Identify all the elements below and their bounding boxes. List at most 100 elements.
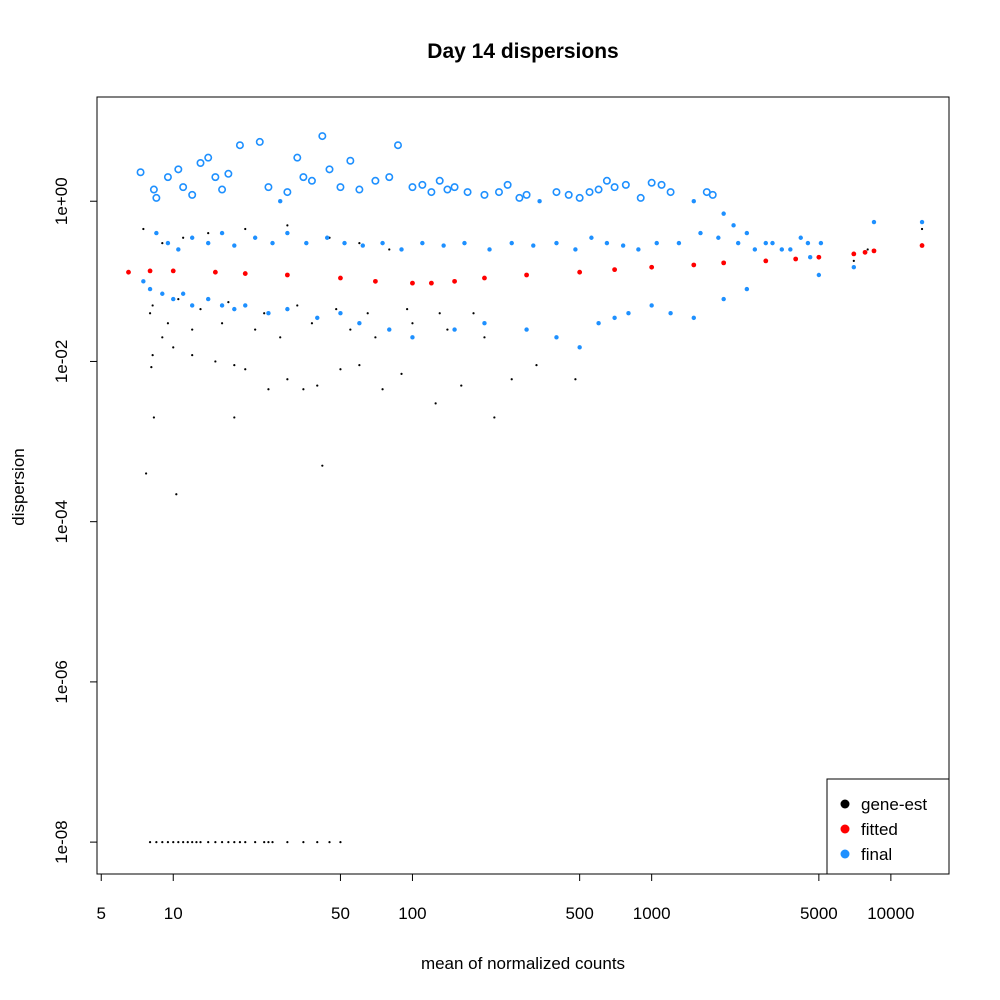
final-point bbox=[176, 247, 181, 252]
final-outlier-point bbox=[211, 173, 220, 182]
final-outlier-point bbox=[174, 165, 183, 174]
gene-est-point bbox=[199, 308, 202, 311]
series-fitted bbox=[126, 243, 925, 286]
final-point bbox=[626, 311, 631, 316]
final-point bbox=[206, 240, 211, 246]
final-point bbox=[452, 327, 457, 332]
x-tick-label: 5000 bbox=[800, 904, 838, 923]
final-point bbox=[573, 247, 578, 252]
x-tick-label: 50 bbox=[331, 904, 350, 923]
fitted-point bbox=[284, 272, 290, 278]
gene-est-point bbox=[310, 322, 314, 325]
final-outlier-point bbox=[503, 180, 512, 189]
final-outlier-point bbox=[224, 169, 233, 178]
final-outlier-point bbox=[408, 183, 417, 192]
gene-est-point bbox=[227, 841, 230, 844]
final-point bbox=[380, 240, 385, 246]
gene-est-point bbox=[254, 328, 257, 331]
gene-est-point bbox=[296, 304, 299, 307]
gene-est-point bbox=[366, 312, 369, 315]
final-outlier-point bbox=[204, 153, 213, 162]
final-outlier-point bbox=[318, 132, 327, 141]
final-outlier-point bbox=[149, 185, 158, 194]
final-point bbox=[668, 311, 673, 316]
series-gene-est bbox=[142, 224, 924, 844]
fitted-point bbox=[338, 275, 343, 281]
gene-est-point bbox=[191, 841, 194, 844]
gene-est-point bbox=[244, 841, 247, 844]
final-point bbox=[763, 240, 768, 246]
final-point bbox=[509, 240, 514, 246]
final-point bbox=[596, 321, 601, 326]
gene-est-point bbox=[267, 388, 270, 391]
final-outlier-point bbox=[443, 185, 452, 194]
final-outlier-point bbox=[564, 190, 573, 199]
gene-est-point bbox=[446, 328, 449, 331]
gene-est-point bbox=[161, 336, 164, 339]
fitted-point bbox=[919, 243, 925, 248]
final-outlier-point bbox=[283, 188, 292, 197]
gene-est-point bbox=[182, 236, 185, 239]
gene-est-point bbox=[161, 242, 164, 245]
fitted-point bbox=[212, 269, 218, 275]
legend-marker-final bbox=[840, 849, 850, 859]
final-point bbox=[482, 321, 487, 326]
final-point bbox=[232, 306, 237, 312]
gene-est-point bbox=[493, 416, 496, 419]
final-outlier-point bbox=[393, 141, 402, 150]
gene-est-point bbox=[349, 328, 352, 331]
series-final bbox=[136, 132, 925, 350]
final-point bbox=[716, 235, 721, 240]
final-point bbox=[537, 199, 542, 204]
final-outlier-point bbox=[264, 183, 273, 192]
final-point bbox=[160, 291, 165, 296]
gene-est-point bbox=[150, 366, 153, 369]
final-point bbox=[219, 230, 225, 236]
gene-est-point bbox=[144, 472, 148, 475]
final-outlier-point bbox=[325, 165, 334, 174]
gene-est-point bbox=[148, 312, 152, 315]
final-point bbox=[243, 303, 248, 308]
final-outlier-point bbox=[307, 176, 316, 185]
x-axis-label: mean of normalized counts bbox=[421, 954, 625, 973]
final-outlier-point bbox=[188, 190, 197, 199]
final-point bbox=[285, 230, 290, 236]
gene-est-point bbox=[302, 388, 305, 391]
fitted-point bbox=[577, 269, 583, 275]
y-tick-label: 1e-08 bbox=[52, 820, 71, 863]
gene-est-point bbox=[358, 364, 361, 367]
y-tick-label: 1e-06 bbox=[52, 660, 71, 703]
fitted-point bbox=[410, 280, 415, 286]
final-point bbox=[189, 303, 195, 308]
final-point bbox=[604, 240, 610, 246]
gene-est-point bbox=[316, 384, 319, 387]
gene-est-point bbox=[244, 368, 247, 371]
gene-est-point bbox=[852, 259, 855, 262]
gene-est-point bbox=[148, 841, 152, 844]
final-point bbox=[147, 286, 153, 292]
gene-est-point bbox=[358, 242, 361, 245]
final-point bbox=[266, 311, 271, 316]
final-point bbox=[232, 243, 237, 248]
final-point bbox=[770, 240, 775, 246]
legend-marker-fitted bbox=[840, 824, 850, 834]
gene-est-point bbox=[233, 416, 236, 419]
x-tick-label: 1000 bbox=[633, 904, 671, 923]
final-point bbox=[387, 327, 392, 332]
final-outlier-point bbox=[235, 141, 244, 150]
final-point bbox=[462, 240, 467, 246]
gene-est-point bbox=[535, 364, 538, 367]
gene-est-point bbox=[233, 364, 236, 367]
final-outlier-point bbox=[427, 188, 436, 197]
gene-est-point bbox=[388, 248, 391, 251]
final-outlier-point bbox=[355, 185, 364, 194]
gene-est-point bbox=[166, 841, 170, 844]
final-point bbox=[851, 265, 857, 270]
gene-est-point bbox=[406, 308, 409, 311]
gene-est-point bbox=[161, 841, 164, 844]
gene-est-point bbox=[244, 227, 247, 231]
final-point bbox=[731, 223, 736, 228]
gene-est-point bbox=[254, 841, 257, 844]
gene-est-point bbox=[263, 312, 266, 315]
fitted-point bbox=[871, 248, 877, 254]
